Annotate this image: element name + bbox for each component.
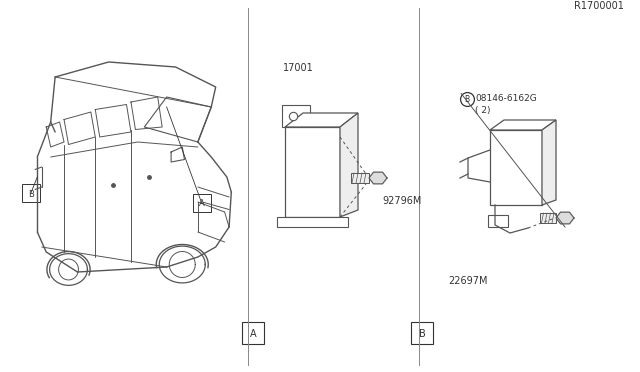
Text: ( 2): ( 2) xyxy=(475,106,491,115)
Text: A: A xyxy=(199,199,204,208)
Bar xyxy=(282,105,310,127)
Bar xyxy=(488,215,508,227)
Text: B: B xyxy=(465,94,470,103)
Text: B: B xyxy=(419,329,426,339)
Bar xyxy=(242,322,264,344)
Polygon shape xyxy=(540,213,556,223)
Polygon shape xyxy=(285,113,358,127)
Text: 08146-6162G: 08146-6162G xyxy=(475,94,537,103)
Text: A: A xyxy=(250,329,256,339)
Bar xyxy=(193,194,211,212)
Text: R1700001: R1700001 xyxy=(574,1,624,11)
Polygon shape xyxy=(490,120,556,130)
Polygon shape xyxy=(351,173,369,183)
Polygon shape xyxy=(556,212,574,224)
Polygon shape xyxy=(340,113,358,217)
Text: 92796M: 92796M xyxy=(382,196,421,206)
Polygon shape xyxy=(542,120,556,205)
Bar xyxy=(490,130,542,205)
Bar xyxy=(277,217,348,227)
Polygon shape xyxy=(369,172,387,184)
Text: 17001: 17001 xyxy=(283,63,314,73)
Bar xyxy=(22,185,40,202)
Bar xyxy=(412,322,433,344)
Bar xyxy=(285,127,340,217)
Text: 22697M: 22697M xyxy=(448,276,488,286)
Text: B: B xyxy=(28,190,34,199)
